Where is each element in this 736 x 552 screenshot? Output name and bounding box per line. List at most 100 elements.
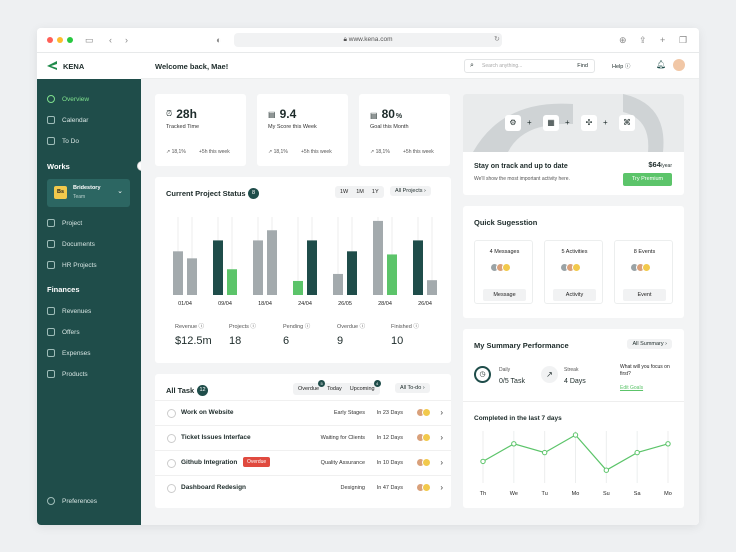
task-due: In 23 Days (376, 410, 403, 416)
browser-window: ▭ ‹ › ◐ 🔒︎ www.kena.com ↻ ⊕ ⇪ + ❐ KENA W… (37, 28, 699, 525)
promo-subtitle: We'll show the most important activity h… (474, 176, 570, 182)
address-bar[interactable]: 🔒︎ www.kena.com (234, 33, 502, 47)
avatar (502, 263, 511, 272)
chevron-right-icon[interactable]: › (440, 433, 443, 442)
data-point (511, 441, 517, 447)
sidebar-item-label: Project (62, 219, 83, 227)
team-selector[interactable]: Bs Bridestory Team ⌄ (47, 179, 130, 207)
sidebar-item-expenses[interactable]: Expenses (47, 349, 91, 357)
close-window-button[interactable] (47, 37, 53, 43)
all-projects-dropdown[interactable]: All Projects › (390, 186, 431, 196)
trend-up-icon: ↗ (268, 149, 273, 155)
x-tick-label: 28/04 (378, 301, 392, 307)
all-summary-dropdown[interactable]: All Summary › (627, 339, 672, 349)
range-1m[interactable]: 1M (356, 189, 364, 195)
stat-pct: 18,1% (171, 149, 186, 155)
lock-icon: 🔒︎ (343, 36, 347, 43)
sidebar-item-project[interactable]: Project (47, 219, 82, 227)
stat-footer: ↗ 18,1% (370, 149, 390, 155)
user-avatar[interactable] (673, 59, 685, 71)
range-1y[interactable]: 1Y (371, 189, 379, 195)
reload-icon[interactable]: ↻ (494, 36, 500, 43)
day-label: Th (480, 491, 486, 497)
metric-label: Revenue ⓘ (175, 324, 205, 330)
day-label: Tu (542, 491, 548, 497)
help-button[interactable]: Help ⓘ (612, 62, 630, 70)
task-row[interactable]: Dashboard Redesign Designing In 47 Days … (155, 475, 451, 500)
search-box[interactable]: ⌕ Search anything... Find (464, 59, 595, 73)
find-button[interactable]: Find (577, 63, 588, 69)
sidebar-item-hr-projects[interactable]: HR Projects (47, 261, 97, 269)
sidebar-item-overview[interactable]: Overview (47, 95, 89, 103)
chevron-right-icon[interactable]: › (440, 458, 443, 467)
avatar (422, 408, 431, 417)
try-premium-button[interactable]: Try Premium (623, 173, 672, 186)
task-checkbox[interactable] (167, 434, 176, 443)
chevron-right-icon[interactable]: › (440, 483, 443, 492)
metric-value: 10 (391, 335, 404, 347)
premium-promo-card: ⚙ + ▦ + ✣ + ⌘ Stay on track and up to da… (463, 94, 684, 195)
chart-bar (387, 254, 397, 295)
back-icon[interactable]: ‹ (109, 35, 112, 45)
data-point (603, 467, 610, 473)
tabs-overview-icon[interactable]: ❐ (679, 35, 688, 45)
new-tab-icon[interactable]: + (660, 35, 666, 45)
range-1w[interactable]: 1W (340, 189, 349, 195)
bell-icon[interactable]: 🔔︎ (656, 60, 667, 69)
trend-up-icon: ↗ (166, 149, 171, 155)
task-checkbox[interactable] (167, 459, 176, 468)
tab-upcoming[interactable]: Upcoming 4 (346, 380, 381, 394)
sidebar-item-preferences[interactable]: Preferences (47, 497, 97, 505)
task-assignees (416, 483, 431, 492)
metric-revenue: Revenue ⓘ $12.5m (175, 322, 212, 347)
event-button[interactable]: Event (623, 289, 666, 301)
privacy-shield-icon[interactable]: ◐ (216, 35, 222, 45)
focus-question: What will you focus on first? (620, 364, 670, 377)
task-row[interactable]: Ticket Issues Interface Waiting for Clie… (155, 425, 451, 450)
task-checkbox[interactable] (167, 484, 176, 493)
task-count-badge: 12 (197, 385, 208, 396)
integration-icon-2: ▦ (543, 115, 559, 131)
sidebar-item-revenues[interactable]: Revenues (47, 307, 91, 315)
x-tick-label: 24/04 (298, 301, 312, 307)
day-label: Su (603, 491, 610, 497)
project-icon (47, 219, 55, 227)
all-todo-dropdown[interactable]: All To-do › (395, 383, 430, 393)
suggestion-events: 8 Events Event (614, 240, 673, 304)
edit-goals-link[interactable]: Edit Goals (620, 385, 644, 391)
chart-bar (173, 251, 183, 295)
maximize-window-button[interactable] (67, 37, 73, 43)
chevron-right-icon[interactable]: › (440, 408, 443, 417)
message-button[interactable]: Message (483, 289, 526, 301)
task-row[interactable]: Work on Website Early Stages In 23 Days … (155, 400, 451, 425)
chart-bar (373, 220, 383, 295)
sidebar-item-documents[interactable]: Documents (47, 240, 95, 248)
daily-value: 0/5 Task (499, 378, 525, 385)
expenses-icon (47, 349, 55, 357)
activity-button[interactable]: Activity (553, 289, 596, 301)
sidebar-item-todo[interactable]: To Do (47, 137, 79, 145)
minimize-window-button[interactable] (57, 37, 63, 43)
suggestion-count: 5 Activities (561, 249, 588, 255)
stat-unit: % (395, 113, 403, 120)
tab-overdue[interactable]: Overdue 5 (294, 380, 326, 394)
task-checkbox[interactable] (167, 409, 176, 418)
sidebar-item-calendar[interactable]: Calendar (47, 116, 88, 124)
metric-finished: Finished ⓘ 10 (391, 322, 419, 347)
tab-today[interactable]: Today (327, 386, 342, 392)
download-icon[interactable]: ⊕ (619, 35, 627, 45)
metric-label: Pending ⓘ (283, 324, 311, 330)
sidebar-item-offers[interactable]: Offers (47, 328, 80, 336)
metric-overdue: Overdue ⓘ 9 (337, 322, 365, 347)
sidebar-item-products[interactable]: Products (47, 370, 88, 378)
forward-icon[interactable]: › (125, 35, 128, 45)
task-row[interactable]: Github Integration Overdue Quality Assur… (155, 450, 451, 475)
stat-delta: +5h this week (403, 149, 434, 155)
search-input[interactable]: Search anything... (482, 63, 523, 69)
share-icon[interactable]: ⇪ (639, 35, 647, 45)
chart-bar (333, 273, 343, 295)
quick-suggestion-title: Quick Sugesstion (474, 218, 538, 227)
sidebar-toggle-icon[interactable]: ▭ (85, 35, 94, 45)
integration-icon-4: ⌘ (619, 115, 635, 131)
stat-footer: ↗ 18,1% (268, 149, 288, 155)
